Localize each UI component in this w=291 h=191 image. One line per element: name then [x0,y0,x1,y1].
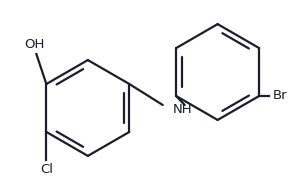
Text: OH: OH [24,38,45,51]
Text: Br: Br [273,90,288,103]
Text: NH: NH [173,104,192,117]
Text: Cl: Cl [40,163,53,176]
